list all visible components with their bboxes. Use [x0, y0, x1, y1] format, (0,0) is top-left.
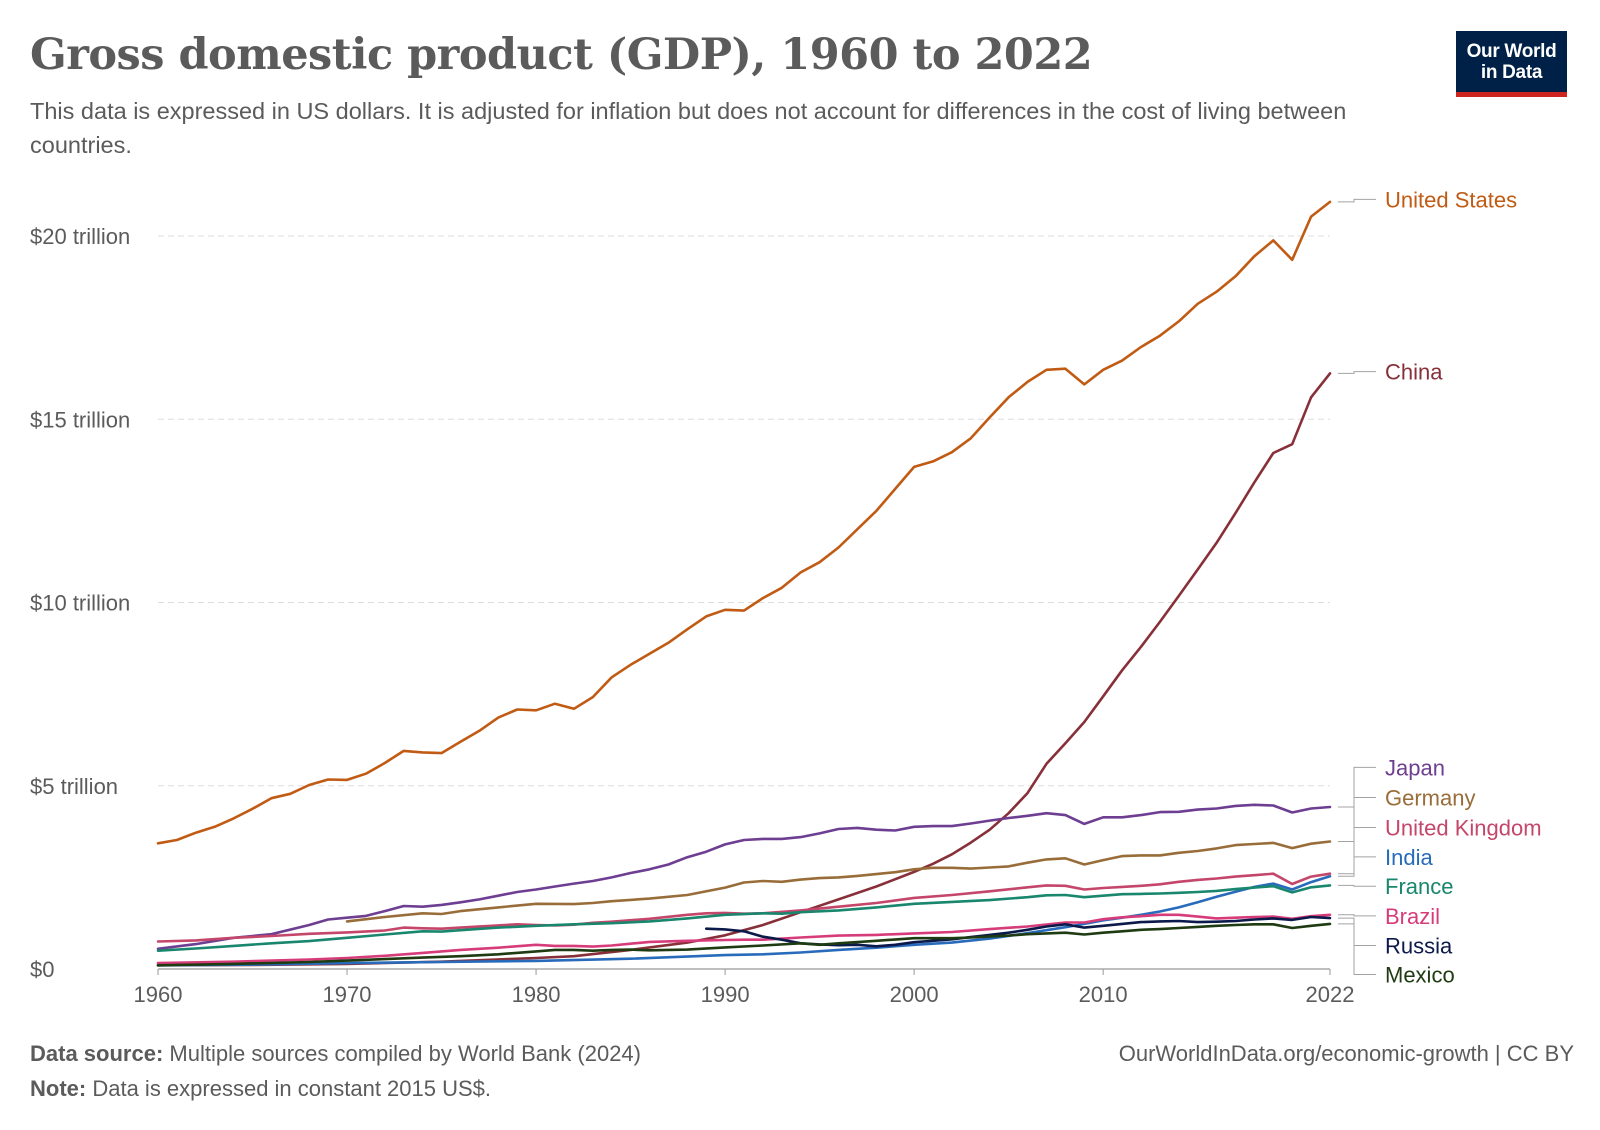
label-connector: [1338, 827, 1376, 875]
note-line: Note: Data is expressed in constant 2015…: [30, 1076, 491, 1102]
series-line-france[interactable]: [156, 884, 1332, 952]
data-source-text: Multiple sources compiled by World Bank …: [169, 1041, 641, 1066]
owid-logo[interactable]: Our World in Data: [1456, 31, 1567, 97]
series-label[interactable]: United Kingdom: [1385, 816, 1542, 841]
series-line-china[interactable]: [156, 372, 1332, 967]
series-line-united-states[interactable]: [156, 200, 1332, 845]
series-label[interactable]: Brazil: [1385, 904, 1440, 929]
logo-line-1: Our World: [1466, 40, 1557, 62]
logo-line-2: in Data: [1480, 61, 1543, 83]
x-tick-label: 2010: [1079, 982, 1128, 1007]
x-tick-label: 2022: [1306, 982, 1355, 1007]
series-label[interactable]: Japan: [1385, 755, 1445, 780]
x-tick-label: 1980: [512, 982, 561, 1007]
note-label: Note:: [30, 1076, 87, 1101]
series-label[interactable]: Russia: [1385, 934, 1453, 959]
series-line-mexico[interactable]: [156, 922, 1332, 967]
label-connector: [1338, 914, 1376, 917]
series-label[interactable]: Mexico: [1385, 962, 1455, 987]
series-layer: [156, 200, 1332, 967]
series-label[interactable]: Germany: [1385, 785, 1475, 810]
y-tick-label: $20 trillion: [30, 224, 130, 249]
label-connector: [1338, 923, 1376, 975]
label-connector: [1338, 371, 1376, 374]
label-connector: [1338, 198, 1376, 203]
x-tick-label: 1970: [323, 982, 372, 1007]
x-tick-label: 1960: [134, 982, 183, 1007]
chart-title: Gross domestic product (GDP), 1960 to 20…: [30, 30, 1093, 80]
y-tick-label: $5 trillion: [30, 774, 118, 799]
gdp-line-chart: $0 $5 trillion $10 trillion $15 trillion $20…: [30, 187, 1542, 1007]
x-tick-label: 2000: [890, 982, 939, 1007]
series-label[interactable]: China: [1385, 360, 1443, 385]
data-source-label: Data source:: [30, 1041, 164, 1066]
grid-layer: $0 $5 trillion $10 trillion $15 trillion $20…: [30, 224, 1330, 982]
label-connector: [1338, 766, 1376, 808]
x-tick-label: 1990: [701, 982, 750, 1007]
series-line-germany[interactable]: [345, 840, 1332, 923]
series-line-russia[interactable]: [704, 915, 1332, 948]
label-connector: [1338, 917, 1376, 946]
series-label[interactable]: France: [1385, 874, 1453, 899]
series-label[interactable]: United States: [1385, 187, 1517, 212]
data-source-line: Data source: Multiple sources compiled b…: [30, 1041, 641, 1067]
y-tick-label: $10 trillion: [30, 591, 130, 616]
label-connector: [1338, 856, 1376, 877]
note-text: Data is expressed in constant 2015 US$.: [92, 1076, 492, 1101]
label-connector: [1338, 797, 1376, 842]
y-tick-label: $15 trillion: [30, 407, 130, 432]
label-connector: [1338, 884, 1376, 887]
series-line-brazil[interactable]: [156, 913, 1332, 965]
series-labels: United States China Japan Germany United Kin…: [1338, 187, 1542, 987]
chart-subtitle: This data is expressed in US dollars. It…: [30, 98, 1347, 158]
x-axis: 1960 1970 1980 1990 2000 2010 2022: [134, 969, 1355, 1007]
y-tick-label: $0: [30, 957, 54, 982]
series-label[interactable]: India: [1385, 845, 1433, 870]
series-line-japan[interactable]: [156, 803, 1332, 951]
series-line-india[interactable]: [156, 875, 1332, 967]
source-url-link[interactable]: OurWorldInData.org/economic-growth | CC …: [1118, 1041, 1574, 1066]
